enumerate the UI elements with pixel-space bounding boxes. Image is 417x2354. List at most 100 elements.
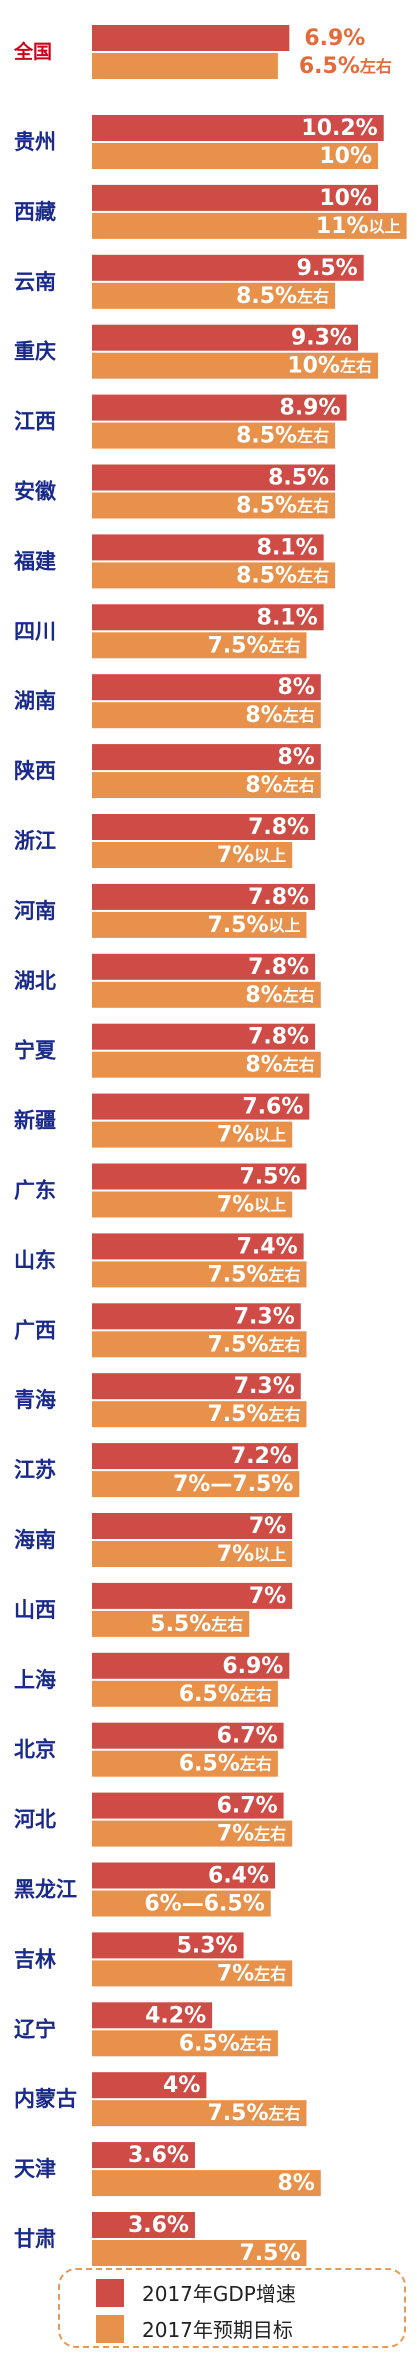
target-growth-bar [92,53,278,79]
gdp-growth-bar [92,1582,293,1609]
gdp-value-label: 6.7% [217,1793,278,1818]
target-value-label: 11%以上 [316,213,401,238]
province-row: 江苏 7.2% 7%—7.5% [14,1443,300,1498]
province-row: 广西 7.3% 7.5%左右 [14,1303,307,1358]
gdp-growth-bar [92,1722,284,1749]
target-growth-bar [92,2100,307,2127]
province-row: 河南 7.8% 7.5%以上 [14,883,316,938]
gdp-growth-bar [92,1652,290,1679]
region-label: 新疆 [14,1109,56,1133]
gdp-value-label: 7.2% [231,1444,292,1469]
gdp-value-label: 3.6% [128,2143,189,2168]
target-value-label: 5.5%左右 [150,1611,243,1636]
target-growth-bar [92,1471,300,1498]
gdp-value-label: 7.4% [237,1234,298,1259]
province-row: 四川 8.1% 7.5%左右 [14,604,324,659]
target-value-label: 7.5%左右 [207,1402,300,1427]
region-label: 广东 [14,1179,56,1203]
legend-item-target: 2017年预期目标 [96,2314,293,2343]
region-label: 全国 [13,40,52,63]
region-label: 河南 [14,899,56,923]
region-label: 山东 [14,1248,56,1272]
region-label: 天津 [14,2157,56,2181]
legend-swatch-gdp [96,2278,124,2307]
gdp-growth-bar [92,814,316,840]
province-row: 海南 7% 7%以上 [14,1513,293,1567]
region-label: 内蒙古 [14,2087,77,2111]
target-growth-bar [92,1401,307,1428]
target-growth-bar [92,1121,293,1148]
gdp-value-label: 10% [319,185,372,210]
region-label: 辽宁 [14,2017,56,2041]
target-value-label: 6%—6.5% [144,1891,264,1916]
gdp-value-label: 7.6% [242,1094,303,1119]
province-row: 贵州 10.2% 10% [14,115,384,169]
province-row: 上海 6.9% 6.5%左右 [14,1652,290,1707]
target-growth-bar [92,1261,307,1288]
target-growth-bar [92,1890,271,1917]
gdp-value-label: 4.2% [145,2003,206,2028]
gdp-growth-bar [92,1792,284,1819]
target-value-label: 7%左右 [217,1821,286,1846]
target-growth-bar [92,2240,307,2266]
target-value-label: 7.5%左右 [207,633,300,658]
province-row: 辽宁 4.2% 6.5%左右 [14,2002,278,2057]
gdp-value-label: 7.3% [234,1304,295,1329]
target-value-label: 7.5%以上 [207,912,300,937]
region-label: 重庆 [14,340,56,364]
target-growth-bar [92,352,378,379]
region-label: 陕西 [14,759,56,783]
target-value-label: 8%左右 [245,982,314,1007]
target-value-label: 8%左右 [245,773,314,798]
gdp-growth-bar [92,2072,207,2099]
target-value-label: 7%以上 [217,843,286,868]
province-row: 甘肃 3.6% 7.5% [14,2212,307,2266]
province-row: 安徽 8.5% 8.5%左右 [14,464,336,519]
gdp-value-label: 3.6% [128,2213,189,2238]
gdp-growth-bar [92,604,324,631]
region-label: 江苏 [14,1458,56,1482]
national-row: 全国 6.9% 6.5%左右 [13,25,392,79]
region-label: 黑龙江 [14,1878,77,1902]
target-value-label: 7.5%左右 [207,1262,300,1287]
target-value-label: 7%—7.5% [173,1472,293,1497]
province-row: 吉林 5.3% 7%左右 [14,1932,293,1987]
gdp-growth-bar [92,953,316,980]
province-row: 江西 8.9% 8.5%左右 [14,394,347,449]
target-value-label: 10% [319,144,372,169]
region-label: 四川 [14,619,56,643]
gdp-value-label: 8.9% [280,395,341,420]
province-row: 云南 9.5% 8.5%左右 [14,254,364,309]
gdp-value-label: 8.5% [268,465,329,490]
gdp-value-label: 6.9% [304,26,365,51]
target-growth-bar [92,981,321,1008]
region-label: 宁夏 [14,1039,57,1063]
province-row: 黑龙江 6.4% 6%—6.5% [14,1862,276,1917]
gdp-value-label: 4% [163,2073,200,2098]
gdp-growth-bar [92,1023,316,1050]
target-value-label: 8%左右 [245,703,314,728]
target-value-label: 6.5%左右 [299,54,392,79]
target-growth-bar [92,632,307,659]
gdp-growth-bar [92,464,336,491]
gdp-value-label: 6.7% [217,1723,278,1748]
province-row: 福建 8.1% 8.5%左右 [13,534,336,589]
target-value-label: 6.5%左右 [179,2031,272,2056]
target-growth-bar [92,1820,293,1847]
gdp-value-label: 9.3% [291,325,352,350]
target-growth-bar [92,1960,293,1987]
region-label: 北京 [14,1738,56,1762]
target-value-label: 7%以上 [217,1122,286,1147]
gdp-growth-bar [92,1862,276,1889]
target-growth-bar [92,842,293,868]
gdp-value-label: 8.1% [257,535,318,560]
target-growth-bar [92,1331,307,1358]
province-row: 西藏 10% 11%以上 [14,184,407,239]
gdp-growth-bar [92,2002,213,2029]
gdp-growth-bar [92,254,364,281]
region-label: 西藏 [14,200,56,224]
province-row: 新疆 7.6% 7%以上 [14,1093,310,1148]
region-label: 安徽 [14,480,57,504]
gdp-value-label: 7.8% [248,1024,309,1049]
target-value-label: 7.5%左右 [207,2101,300,2126]
